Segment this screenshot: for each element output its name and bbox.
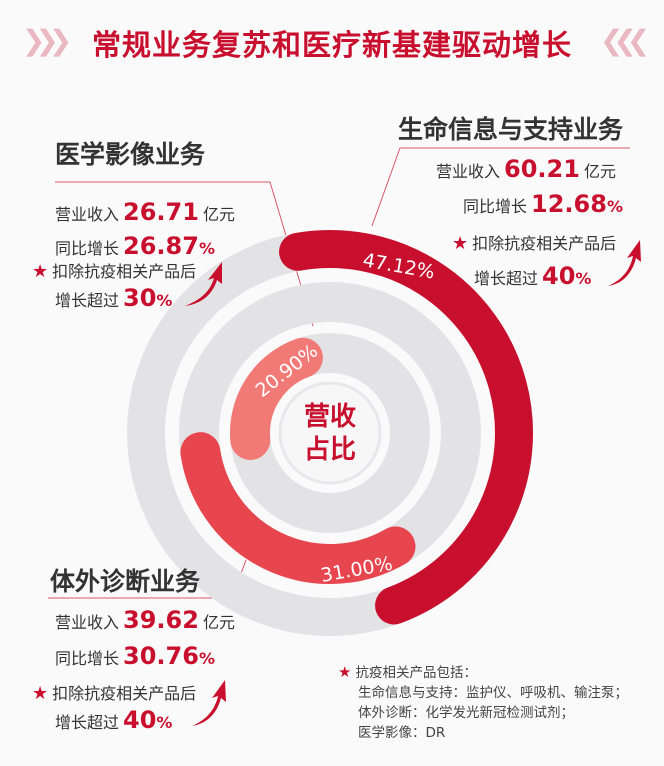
ivd-title: 体外诊断业务 (50, 567, 201, 596)
percent-sign: % (198, 239, 215, 258)
life-yoy-row: 同比增长 12.68% (463, 190, 623, 218)
footnotes: ★ 抗疫相关产品包括： 生命信息与支持：监护仪、呼吸机、输注泵； 体外诊断：化学发… (338, 662, 628, 743)
up-arrow-icon (192, 680, 226, 726)
revenue-label: 营业收入 (55, 613, 120, 632)
up-arrow-icons (185, 240, 641, 726)
star-icon: ★ (32, 261, 49, 282)
yoy-value: 30.76 (123, 642, 199, 670)
percent-sign: % (156, 291, 173, 310)
growth-label: 增长超过 (55, 291, 120, 310)
life-note-row: ★ 扣除抗疫相关产品后 (452, 230, 616, 254)
revenue-unit: 亿元 (202, 205, 235, 224)
arc-imaging (230, 337, 323, 460)
revenue-unit: 亿元 (202, 613, 235, 632)
up-arrow-icon (185, 262, 222, 306)
life-revenue-row: 营业收入 60.21 亿元 (436, 155, 616, 183)
yoy-label: 同比增长 (55, 649, 120, 668)
ivd-note-row: ★ 扣除抗疫相关产品后 (32, 680, 196, 704)
revenue-label: 营业收入 (55, 205, 120, 224)
star-icon: ★ (32, 683, 49, 704)
note-line: 医学影像：DR (358, 725, 446, 741)
life-growth-row: 增长超过 40% (474, 262, 591, 290)
revenue-unit: 亿元 (583, 162, 616, 181)
star-icon: ★ (452, 233, 469, 254)
connector-life (371, 147, 630, 227)
revenue-value: 26.71 (123, 198, 199, 226)
imaging-note-row: ★ 扣除抗疫相关产品后 (32, 258, 196, 282)
growth-value: 30 (123, 284, 157, 312)
yoy-label: 同比增长 (55, 239, 120, 258)
ivd-yoy-row: 同比增长 30.76% (55, 642, 215, 670)
ivd-growth-row: 增长超过 40% (55, 706, 172, 734)
page-title: 常规业务复苏和医疗新基建驱动增长 (91, 28, 572, 62)
ivd-revenue-row: 营业收入 39.62 亿元 (55, 606, 235, 634)
growth-value: 40 (123, 706, 157, 734)
note-text: 扣除抗疫相关产品后 (472, 234, 617, 253)
imaging-revenue-row: 营业收入 26.71 亿元 (55, 198, 235, 226)
percent-sign: % (156, 713, 173, 732)
imaging-growth-row: 增长超过 30% (55, 284, 172, 312)
imaging-title: 医学影像业务 (55, 140, 206, 169)
up-arrow-icon (608, 240, 641, 286)
note-line: 体外诊断：化学发光新冠检测试剂； (358, 705, 574, 721)
star-icon: ★ (338, 663, 352, 681)
note-text: 扣除抗疫相关产品后 (52, 262, 197, 281)
revenue-value: 60.21 (504, 155, 580, 183)
yoy-label: 同比增长 (463, 197, 528, 216)
revenue-value: 39.62 (123, 606, 199, 634)
notes-heading: 抗疫相关产品包括： (355, 665, 477, 681)
note-text: 扣除抗疫相关产品后 (52, 684, 197, 703)
life-title: 生命信息与支持业务 (398, 115, 624, 144)
center-circle (278, 381, 382, 485)
revenue-label: 营业收入 (436, 162, 501, 181)
center-label-line2: 占比 (304, 435, 356, 465)
percent-sign: % (575, 269, 592, 288)
growth-value: 40 (542, 262, 576, 290)
growth-label: 增长超过 (474, 269, 539, 288)
note-line: 生命信息与支持：监护仪、呼吸机、输注泵； (358, 685, 628, 701)
connector-imaging (55, 181, 314, 327)
center-label-line1: 营收 (304, 402, 356, 432)
yoy-value: 12.68 (531, 190, 607, 218)
percent-sign: % (198, 649, 215, 668)
percent-sign: % (606, 197, 623, 216)
arc-life (279, 230, 533, 625)
yoy-value: 26.87 (123, 232, 199, 260)
arc-ivd (180, 432, 416, 584)
imaging-yoy-row: 同比增长 26.87% (55, 232, 215, 260)
growth-label: 增长超过 (55, 713, 120, 732)
